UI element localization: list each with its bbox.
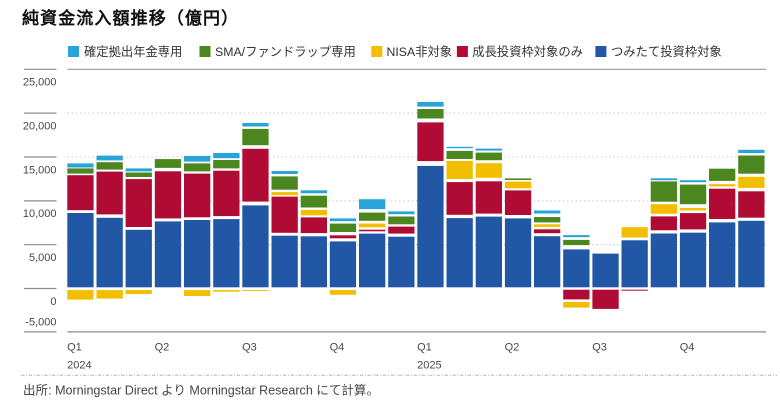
svg-text:成長投資枠対象のみ: 成長投資枠対象のみ [472,44,583,59]
svg-text:Q3: Q3 [592,342,607,354]
svg-text:10,000: 10,000 [23,208,57,220]
svg-text:Q4: Q4 [330,342,345,354]
svg-text:Q1: Q1 [417,342,432,354]
svg-text:出所: Morningstar Direct より Morn: 出所: Morningstar Direct より Morningstar Re… [23,383,379,398]
svg-text:25,000: 25,000 [23,77,57,89]
svg-text:SMA/ファンドラップ専用: SMA/ファンドラップ専用 [215,45,356,59]
svg-text:0: 0 [50,296,56,308]
svg-text:2024: 2024 [67,359,91,371]
svg-text:Q1: Q1 [67,342,82,354]
svg-text:確定拠出年金専用: 確定拠出年金専用 [84,44,182,59]
svg-text:15,000: 15,000 [23,164,57,176]
svg-text:20,000: 20,000 [23,120,57,132]
svg-text:Q4: Q4 [680,342,695,354]
svg-text:Q2: Q2 [505,342,520,354]
svg-text:NISA非対象: NISA非対象 [387,45,453,59]
svg-text:2025: 2025 [417,359,441,371]
svg-text:つみたて投資枠対象: つみたて投資枠対象 [611,44,722,59]
svg-text:Q3: Q3 [242,342,257,354]
svg-text:5,000: 5,000 [29,252,57,264]
svg-text:-5,000: -5,000 [25,317,56,329]
svg-text:Q2: Q2 [155,342,170,354]
